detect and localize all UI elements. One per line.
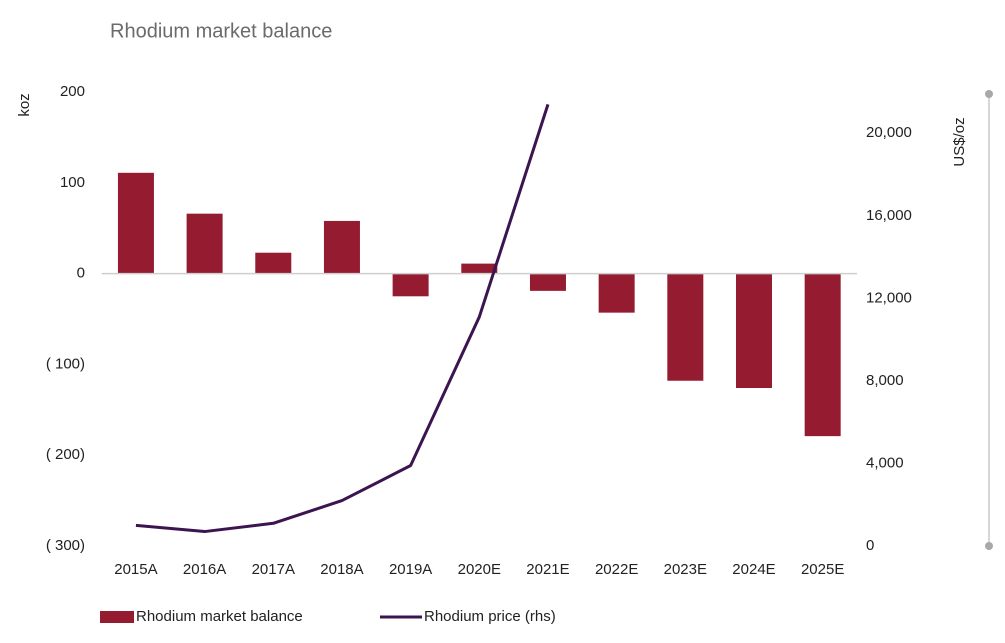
y2-tick-label: 4,000 bbox=[866, 454, 904, 471]
bar bbox=[529, 273, 566, 291]
bar bbox=[667, 273, 704, 381]
bar bbox=[735, 273, 772, 389]
y2-tick-label: 12,000 bbox=[866, 289, 912, 306]
x-tick-label: 2023E bbox=[664, 561, 707, 578]
y2-axis-label: US$/oz bbox=[951, 117, 968, 166]
bar bbox=[804, 273, 841, 437]
x-tick-label: 2017A bbox=[252, 561, 295, 578]
legend-swatch bbox=[100, 611, 134, 623]
x-tick-label: 2020E bbox=[458, 561, 501, 578]
x-tick-label: 2024E bbox=[732, 561, 775, 578]
x-tick-label: 2021E bbox=[526, 561, 569, 578]
x-tick-label: 2019A bbox=[389, 561, 432, 578]
y-tick-label: 0 bbox=[77, 265, 85, 282]
y-tick-label: ( 300) bbox=[46, 537, 85, 554]
bar bbox=[461, 263, 498, 274]
bar bbox=[186, 213, 223, 274]
bar bbox=[392, 273, 429, 297]
y-tick-label: 100 bbox=[60, 174, 85, 191]
side-rule-end bbox=[985, 542, 993, 550]
y2-tick-label: 16,000 bbox=[866, 207, 912, 224]
legend-label: Rhodium market balance bbox=[136, 608, 303, 625]
x-tick-label: 2018A bbox=[320, 561, 363, 578]
x-tick-label: 2016A bbox=[183, 561, 226, 578]
bar bbox=[117, 172, 154, 274]
x-tick-label: 2022E bbox=[595, 561, 638, 578]
y2-tick-label: 20,000 bbox=[866, 124, 912, 141]
y-tick-label: ( 200) bbox=[46, 446, 85, 463]
chart-title: Rhodium market balance bbox=[110, 20, 332, 42]
y2-tick-label: 8,000 bbox=[866, 372, 904, 389]
y2-tick-label: 0 bbox=[866, 537, 874, 554]
y-axis-label: koz bbox=[16, 93, 33, 116]
x-tick-label: 2025E bbox=[801, 561, 844, 578]
bar bbox=[255, 252, 292, 274]
x-tick-label: 2015A bbox=[114, 561, 157, 578]
y-tick-label: 200 bbox=[60, 83, 85, 100]
bar bbox=[598, 273, 635, 313]
y-tick-label: ( 100) bbox=[46, 355, 85, 372]
side-rule-end bbox=[985, 90, 993, 98]
legend-label: Rhodium price (rhs) bbox=[424, 608, 556, 625]
line bbox=[135, 103, 550, 534]
bar bbox=[323, 220, 360, 274]
